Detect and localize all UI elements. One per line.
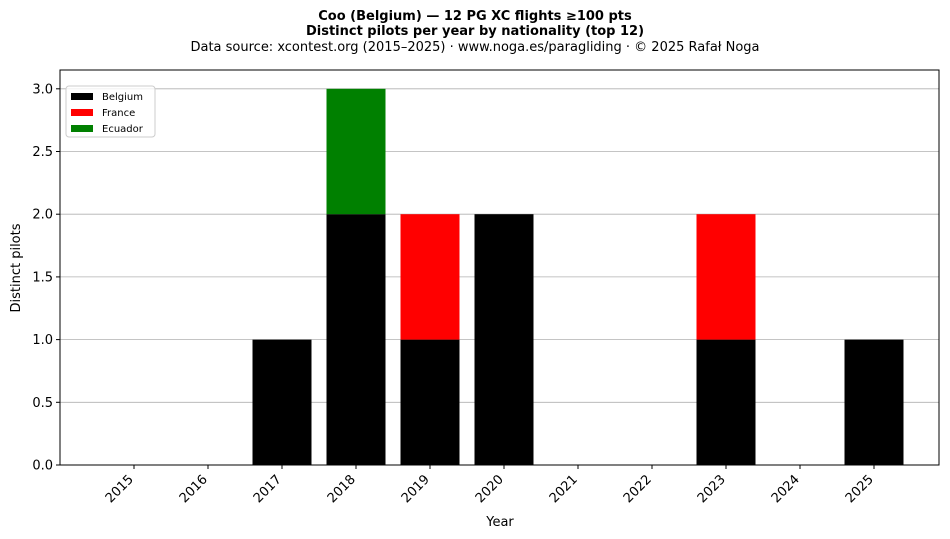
x-tick-label: 2015 (103, 472, 137, 506)
x-tick-label: 2020 (473, 472, 507, 506)
x-tick-label: 2021 (547, 472, 581, 506)
legend-label-france: France (102, 108, 135, 119)
x-tick-label: 2018 (325, 472, 359, 506)
x-tick-label: 2025 (843, 472, 877, 506)
legend: Belgium France Ecuador (65, 85, 156, 138)
bar-france-2023 (696, 214, 756, 340)
x-tick-label: 2019 (399, 472, 433, 506)
bar-belgium-2019 (400, 339, 460, 465)
y-tick-label: 1.0 (32, 333, 53, 348)
bar-layer (252, 88, 904, 465)
x-tick-label: 2023 (695, 472, 729, 506)
bar-belgium-2023 (696, 339, 756, 465)
bar-belgium-2017 (252, 339, 312, 465)
legend-swatch-belgium (71, 93, 93, 100)
y-tick-label: 3.0 (32, 82, 53, 97)
chart-titles: Coo (Belgium) — 12 PG XC flights ≥100 pt… (0, 9, 950, 56)
legend-label-belgium: Belgium (102, 92, 143, 103)
x-tick-label: 2022 (621, 472, 655, 506)
y-tick-label: 2.0 (32, 208, 53, 223)
bar-belgium-2018 (326, 214, 386, 465)
x-tick-label: 2016 (177, 472, 211, 506)
chart-source: Data source: xcontest.org (2015–2025) · … (190, 40, 760, 55)
y-tick-label: 0.5 (32, 396, 53, 411)
y-tick-label: 0.0 (32, 459, 53, 474)
legend-swatch-france (71, 109, 93, 116)
y-tick-label: 1.5 (32, 270, 53, 285)
y-tick-label: 2.5 (32, 145, 53, 160)
bar-belgium-2020 (474, 214, 534, 465)
chart-title: Coo (Belgium) — 12 PG XC flights ≥100 pt… (318, 9, 632, 24)
x-axis-label: Year (485, 515, 514, 530)
x-tick-label: 2024 (769, 472, 803, 506)
y-axis-label: Distinct pilots (9, 223, 24, 312)
plot-frame (59, 69, 940, 466)
legend-swatch-ecuador (71, 125, 93, 132)
x-tick-label: 2017 (251, 472, 285, 506)
chart-subtitle: Distinct pilots per year by nationality … (305, 24, 645, 39)
bar-ecuador-2018 (326, 88, 386, 215)
bar-france-2019 (400, 214, 460, 340)
bar-belgium-2025 (844, 339, 904, 465)
legend-label-ecuador: Ecuador (102, 124, 144, 135)
